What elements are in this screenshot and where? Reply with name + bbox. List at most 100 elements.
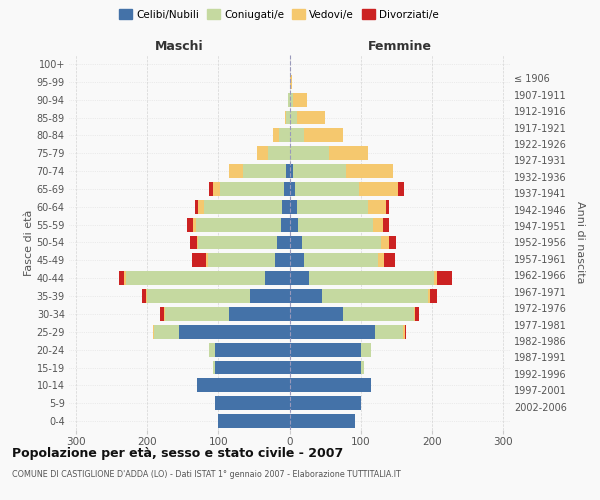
Bar (165, 307, 229, 321)
Bar (153, 325, 154, 339)
Bar (220, 182, 284, 196)
Bar (290, 414, 355, 428)
Bar (273, 128, 279, 142)
Bar (277, 236, 290, 250)
Bar (290, 254, 304, 268)
Bar (434, 271, 437, 285)
Bar (288, 92, 290, 106)
Bar (243, 164, 286, 178)
Bar (215, 360, 290, 374)
Text: Femmine: Femmine (368, 40, 432, 53)
Bar (296, 200, 368, 214)
Bar (379, 254, 384, 268)
Bar (290, 110, 296, 124)
Bar (398, 182, 404, 196)
Bar (290, 182, 295, 196)
Y-axis label: Fasce di età: Fasce di età (23, 210, 34, 276)
Bar (361, 342, 371, 356)
Bar (119, 271, 124, 285)
Legend: Celibi/Nubili, Coniugati/e, Vedovi/e, Divorziati/e: Celibi/Nubili, Coniugati/e, Vedovi/e, Di… (115, 5, 443, 24)
Bar (215, 342, 290, 356)
Bar (380, 236, 389, 250)
Bar (124, 271, 126, 285)
Bar (428, 289, 430, 303)
Bar (284, 110, 286, 124)
Bar (310, 271, 434, 285)
Bar (298, 218, 373, 232)
Bar (290, 271, 310, 285)
Bar (304, 128, 343, 142)
Bar (346, 164, 392, 178)
Y-axis label: Anni di nascita: Anni di nascita (575, 201, 586, 284)
Bar (343, 307, 414, 321)
Bar (275, 254, 290, 268)
Bar (386, 200, 389, 214)
Bar (389, 236, 396, 250)
Bar (368, 200, 386, 214)
Bar (215, 396, 290, 410)
Bar (214, 360, 215, 374)
Bar (293, 164, 346, 178)
Bar (187, 218, 193, 232)
Bar (126, 271, 265, 285)
Bar (437, 271, 452, 285)
Bar (290, 164, 293, 178)
Bar (405, 325, 406, 339)
Bar (199, 236, 277, 250)
Bar (160, 307, 164, 321)
Bar (283, 200, 290, 214)
Bar (229, 164, 243, 178)
Bar (359, 182, 398, 196)
Bar (195, 200, 199, 214)
Bar (329, 146, 368, 160)
Bar (193, 218, 196, 232)
Bar (146, 289, 147, 303)
Text: Popolazione per età, sesso e stato civile - 2007: Popolazione per età, sesso e stato civil… (12, 448, 343, 460)
Bar (290, 200, 296, 214)
Bar (218, 414, 290, 428)
Bar (142, 289, 146, 303)
Bar (190, 236, 197, 250)
Bar (290, 92, 293, 106)
Bar (279, 128, 290, 142)
Bar (290, 307, 343, 321)
Bar (179, 325, 290, 339)
Bar (290, 325, 375, 339)
Bar (154, 325, 179, 339)
Bar (209, 182, 212, 196)
Bar (290, 146, 329, 160)
Text: Maschi: Maschi (155, 40, 203, 53)
Bar (290, 360, 361, 374)
Bar (147, 289, 250, 303)
Bar (296, 110, 325, 124)
Bar (281, 218, 290, 232)
Bar (290, 218, 298, 232)
Bar (361, 360, 364, 374)
Bar (208, 254, 275, 268)
Bar (197, 236, 199, 250)
Bar (196, 218, 281, 232)
Bar (414, 307, 415, 321)
Bar (415, 307, 419, 321)
Text: COMUNE DI CASTIGLIONE D'ADDA (LO) - Dati ISTAT 1° gennaio 2007 - Elaborazione TU: COMUNE DI CASTIGLIONE D'ADDA (LO) - Dati… (12, 470, 401, 479)
Bar (284, 182, 290, 196)
Bar (257, 146, 268, 160)
Bar (293, 92, 307, 106)
Bar (286, 110, 290, 124)
Bar (164, 307, 165, 321)
Bar (373, 218, 383, 232)
Bar (290, 236, 302, 250)
Bar (290, 396, 361, 410)
Bar (304, 254, 379, 268)
Bar (199, 200, 204, 214)
Bar (322, 289, 428, 303)
Bar (403, 325, 405, 339)
Bar (302, 236, 380, 250)
Bar (212, 182, 220, 196)
Bar (290, 289, 322, 303)
Bar (286, 164, 290, 178)
Bar (268, 146, 290, 160)
Bar (192, 254, 206, 268)
Bar (206, 254, 208, 268)
Bar (290, 128, 304, 142)
